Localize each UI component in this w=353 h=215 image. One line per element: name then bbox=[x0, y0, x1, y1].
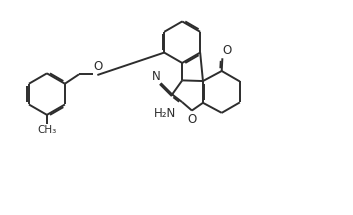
Text: O: O bbox=[223, 44, 232, 57]
Text: H₂N: H₂N bbox=[154, 107, 176, 120]
Text: CH₃: CH₃ bbox=[37, 125, 56, 135]
Text: N: N bbox=[151, 70, 160, 83]
Text: O: O bbox=[93, 60, 103, 73]
Text: O: O bbox=[187, 112, 196, 126]
